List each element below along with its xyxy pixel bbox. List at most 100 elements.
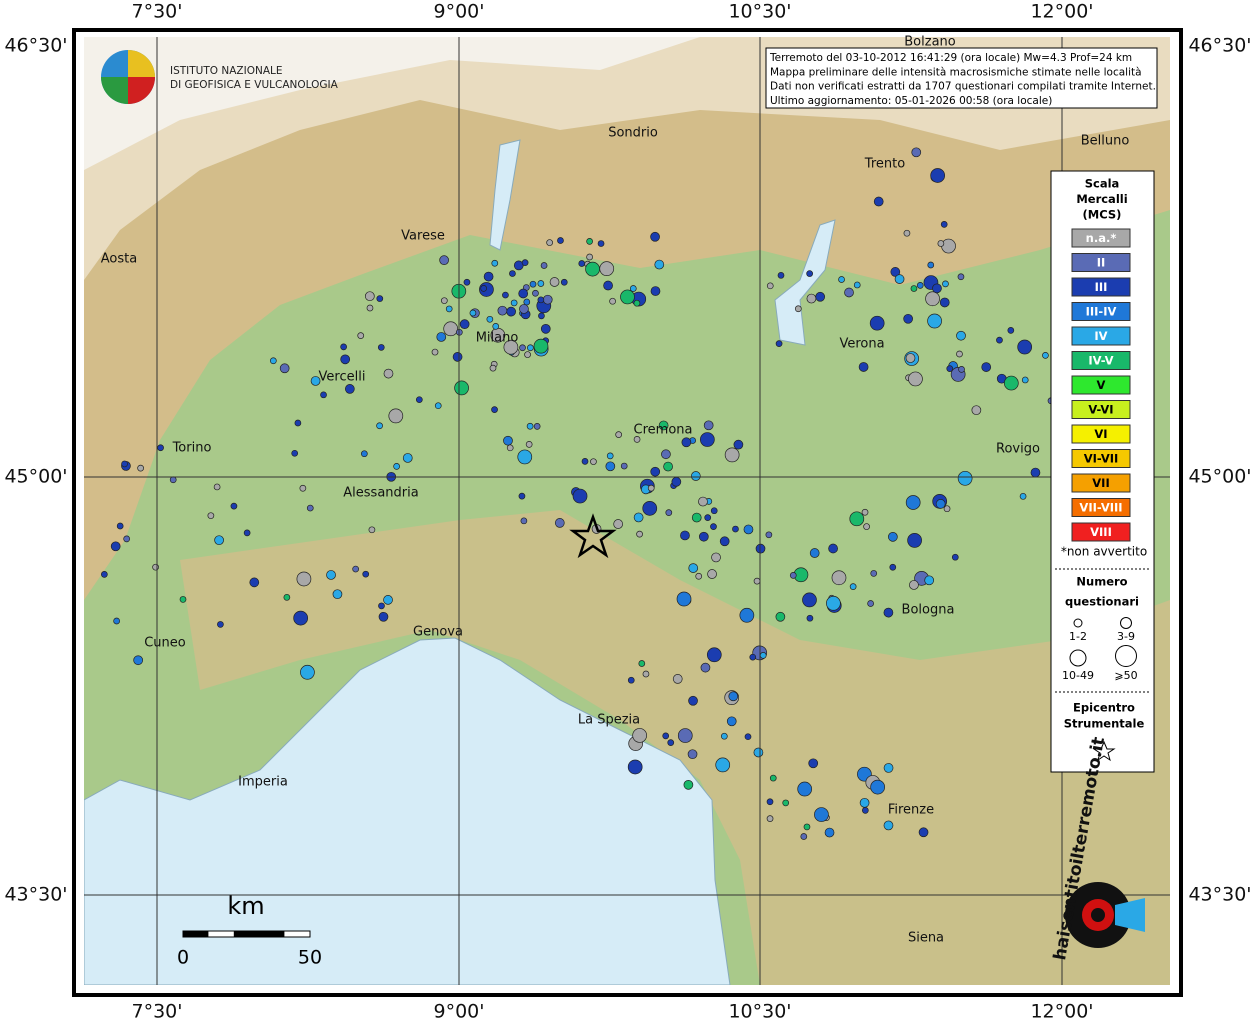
observation [157, 444, 164, 452]
observation [443, 321, 459, 337]
observation [870, 779, 886, 795]
scale-tick: 50 [298, 947, 322, 969]
observation [662, 732, 670, 740]
legend-swatch [1071, 302, 1131, 321]
observation [849, 583, 857, 590]
lat-label: 43°30' [4, 884, 67, 906]
city-label: Milano [476, 331, 519, 346]
apennines [180, 510, 1170, 985]
epicenter [569, 513, 617, 559]
legend-swatch [1071, 277, 1131, 297]
observation [766, 798, 774, 806]
observation [364, 291, 375, 302]
observation [853, 281, 861, 289]
snow [84, 37, 700, 170]
observation [213, 483, 221, 491]
observation [956, 350, 963, 358]
legend-size [1120, 617, 1132, 629]
city-label: Imperia [238, 775, 288, 790]
observation [439, 255, 449, 266]
ingv-logo-text: ISTITUTO NAZIONALE [170, 65, 283, 77]
lon-label: 12°00' [1030, 1001, 1093, 1023]
observation [581, 458, 589, 465]
observation [814, 807, 829, 822]
observation [483, 271, 494, 282]
observation [861, 807, 869, 814]
observation [766, 815, 774, 822]
observation [907, 533, 922, 548]
legend-swatch [1071, 522, 1131, 542]
observation [824, 827, 835, 838]
observation [863, 523, 870, 530]
site-logo-cone [1115, 898, 1145, 932]
observation [517, 449, 533, 465]
legend-swatch [1071, 326, 1131, 346]
legend-title: Scala [1085, 177, 1120, 191]
observation [293, 610, 309, 626]
lon-label: 9°00' [434, 1, 485, 23]
legend-class: V [1097, 378, 1106, 392]
ingv-globe-part [101, 77, 128, 104]
observation [749, 653, 757, 661]
observation [826, 595, 841, 611]
observation [320, 391, 327, 399]
observation [698, 531, 709, 542]
observation [249, 577, 260, 588]
observation [698, 496, 708, 507]
observation [518, 288, 529, 299]
lon-label: 12°00' [1030, 1, 1093, 23]
observation [503, 339, 519, 355]
sea [84, 637, 731, 985]
observation [340, 343, 347, 351]
legend-size-label: 10-49 [1062, 669, 1094, 682]
observation [283, 593, 291, 601]
observation [1003, 375, 1019, 391]
observation [1017, 339, 1033, 355]
observation [789, 572, 797, 579]
city-label: Firenze [888, 803, 934, 818]
observation [378, 611, 389, 622]
observation [113, 617, 120, 625]
observation [300, 664, 315, 680]
observation [519, 304, 529, 314]
observation [578, 260, 586, 267]
legend-swatch [1071, 449, 1131, 468]
observation [957, 273, 965, 281]
city-label: Verona [839, 337, 884, 352]
observation [542, 294, 553, 305]
observation [1007, 326, 1015, 334]
observations [100, 147, 1055, 840]
observation [520, 517, 528, 525]
observation [152, 563, 159, 571]
observation [523, 298, 531, 306]
observation [671, 476, 682, 487]
observation [943, 505, 951, 513]
observation [123, 535, 131, 543]
observation [654, 259, 665, 270]
lon-label: 10°30' [728, 1001, 791, 1023]
observation [672, 674, 683, 684]
observation [518, 492, 526, 500]
legend-class: II [1097, 256, 1106, 270]
observation [956, 330, 966, 341]
observation [452, 352, 463, 362]
observation [911, 147, 922, 158]
observation [586, 238, 593, 245]
observation [831, 570, 847, 586]
observation [527, 344, 534, 352]
city-label: Varese [401, 229, 445, 244]
observation [486, 315, 494, 323]
observation [720, 732, 728, 740]
observation [690, 471, 701, 481]
observation [243, 529, 251, 537]
observation [703, 420, 714, 431]
observation [903, 229, 911, 237]
observation [883, 607, 894, 618]
observation [554, 518, 565, 528]
legend-class: VII [1092, 476, 1109, 490]
observation [951, 553, 959, 561]
site-logo-center [1091, 908, 1105, 922]
observation [800, 833, 808, 840]
observation [903, 313, 913, 324]
